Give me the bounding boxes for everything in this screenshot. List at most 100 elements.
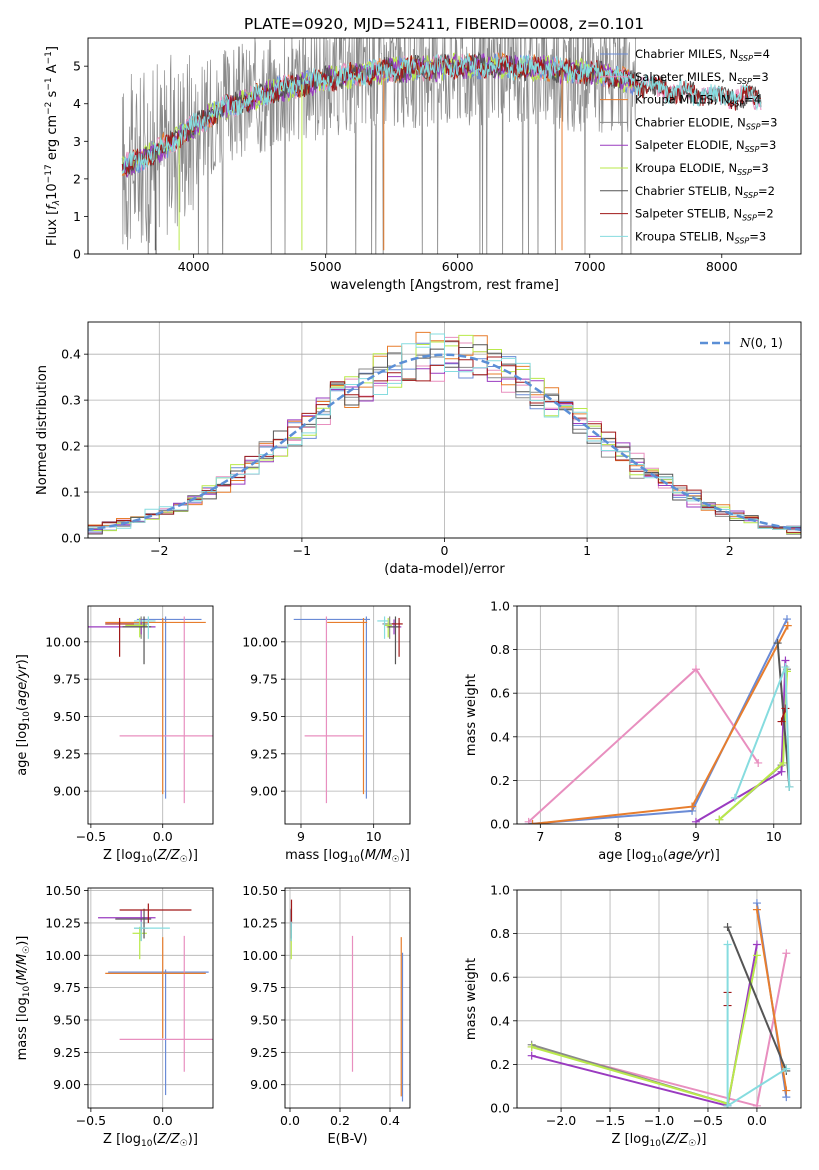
grid	[285, 888, 410, 1108]
axes-frame	[87, 887, 214, 1109]
weight-marker	[782, 1064, 791, 1073]
weight-marker	[782, 1086, 791, 1095]
label-part: (	[360, 848, 365, 863]
spectrum-model-kroupa-stelib	[121, 53, 762, 174]
weight-marker	[781, 663, 790, 672]
legend-label-chabrier-stelib: Chabrier STELIB, NSSP=2	[635, 184, 775, 200]
y-axis-label: Flux [fλ10−17 erg cm−2 s−1 A−1]	[44, 46, 62, 246]
x-tick-label: −0.5	[693, 1113, 723, 1128]
x-axis-label: Z [log10(Z/Z☉)]	[103, 1132, 198, 1149]
label-part: (	[663, 848, 668, 863]
spectrum-panel: 4000 5000 6000 7000 8000 0 1 2 3 4 5 wavelength [An…	[44, 37, 802, 293]
residual-panel: −2 −1 0 1 2 0.0 0.1 0.2 0.3 0.4 (data-model)/error…	[35, 321, 802, 577]
label-part: log	[121, 848, 141, 863]
axes-frame	[516, 889, 802, 1109]
label-part: N	[739, 336, 751, 350]
label-part: 10	[348, 855, 360, 865]
x-tick-label: 0	[441, 543, 449, 558]
label-part: −1	[44, 77, 54, 90]
label-part: 10	[649, 1139, 661, 1149]
label-part: (	[15, 981, 30, 986]
y-tick-label: 9.25	[53, 1045, 81, 1060]
x-tick-label: 0.0	[747, 1113, 767, 1128]
weight-marker	[773, 639, 782, 648]
plot-area	[88, 616, 213, 804]
label-part: =2	[757, 207, 774, 221]
legend-label-kroupa-elodie: Kroupa ELODIE, NSSP=3	[635, 161, 769, 177]
y-tick-label: 0.1	[61, 485, 81, 500]
x-tick-label: 5000	[310, 259, 342, 274]
x-tick-label: 0.0	[153, 829, 173, 844]
axes-frame	[284, 887, 411, 1109]
y-tick-label: 0.2	[61, 439, 81, 454]
y-tick-label: 1	[73, 209, 81, 224]
x-axis-label: E(B-V)	[327, 1132, 367, 1147]
y-tick-label: 10.25	[242, 915, 278, 930]
weight-marker	[783, 621, 792, 630]
y-tick-label: 0.0	[490, 817, 510, 832]
weight-line	[531, 944, 758, 1108]
errorbar-salpeter-miles	[119, 616, 213, 804]
y-tick-label: 9.50	[250, 709, 278, 724]
label-part: mass [	[15, 1017, 30, 1060]
label-part: A	[45, 64, 60, 77]
label-part: ☉	[180, 855, 188, 865]
weight-series-kroupa-stelib	[730, 663, 794, 802]
label-part: =3	[752, 161, 769, 175]
label-part: ☉	[392, 855, 400, 865]
x-axis-label: (data-model)/error	[384, 562, 505, 577]
y-tick-label: 9.75	[250, 980, 278, 995]
y-tick-label: 1.0	[490, 883, 510, 898]
weight-line	[531, 955, 758, 1105]
weight-marker	[688, 802, 697, 811]
label-part: log	[15, 723, 30, 743]
weight-marker	[524, 817, 533, 824]
y-tick-label: 9.75	[250, 672, 278, 687]
plot-area	[88, 331, 801, 535]
x-axis-label: Z [log10(Z/Z☉)]	[612, 1132, 707, 1149]
y-tick-label: 0.6	[490, 686, 510, 701]
y-tick-label: 9.25	[53, 746, 81, 761]
label-part: Kroupa MILES, N	[635, 93, 730, 107]
y-tick-label: 0.4	[490, 1013, 510, 1028]
errorbar-chabrier-miles	[293, 616, 371, 799]
label-part: (	[152, 1132, 157, 1147]
weight-series-kroupa-stelib	[723, 940, 791, 1108]
weight-line	[718, 671, 788, 821]
label-part: =3	[752, 70, 769, 84]
axes-frame	[87, 37, 802, 255]
y-tick-label: 5	[73, 59, 81, 74]
y-tick-label: 3	[73, 134, 81, 149]
label-part: SSP	[737, 77, 752, 86]
label-part: )]	[188, 1132, 198, 1147]
errorbar-chabrier-stelib	[122, 616, 152, 665]
weight-marker	[781, 704, 790, 713]
x-tick-label: 7	[536, 829, 544, 844]
x-tick-label: −1.5	[595, 1113, 625, 1128]
plot-area	[293, 616, 403, 804]
label-part: )]	[15, 654, 30, 664]
label-part: −2	[44, 102, 54, 115]
legend-label-chabrier-miles: Chabrier MILES, NSSP=4	[635, 47, 770, 63]
weight-marker	[777, 717, 786, 726]
x-tick-label: 8000	[706, 259, 738, 274]
histogram-kroupa-stelib	[88, 333, 801, 533]
weight-series-kroupa-miles	[528, 621, 792, 824]
y-tick-label: 9.00	[53, 784, 81, 799]
x-tick-label: 9	[692, 829, 700, 844]
label-part: −1	[44, 51, 54, 64]
label-part: log	[121, 1132, 141, 1147]
y-tick-label: 2	[73, 171, 81, 186]
y-axis-label: Normed distribution	[35, 365, 50, 495]
legend-label-salpeter-elodie: Salpeter ELODIE, NSSP=3	[635, 138, 776, 154]
y-tick-label: 0.8	[490, 926, 510, 941]
errorbar-chabrier-miles	[108, 969, 209, 1096]
weight-line	[695, 660, 787, 823]
axes-frame	[284, 605, 411, 825]
label-part: )]	[400, 848, 410, 863]
label-part: log	[15, 997, 30, 1017]
weight-series-salpeter-elodie	[691, 656, 790, 824]
